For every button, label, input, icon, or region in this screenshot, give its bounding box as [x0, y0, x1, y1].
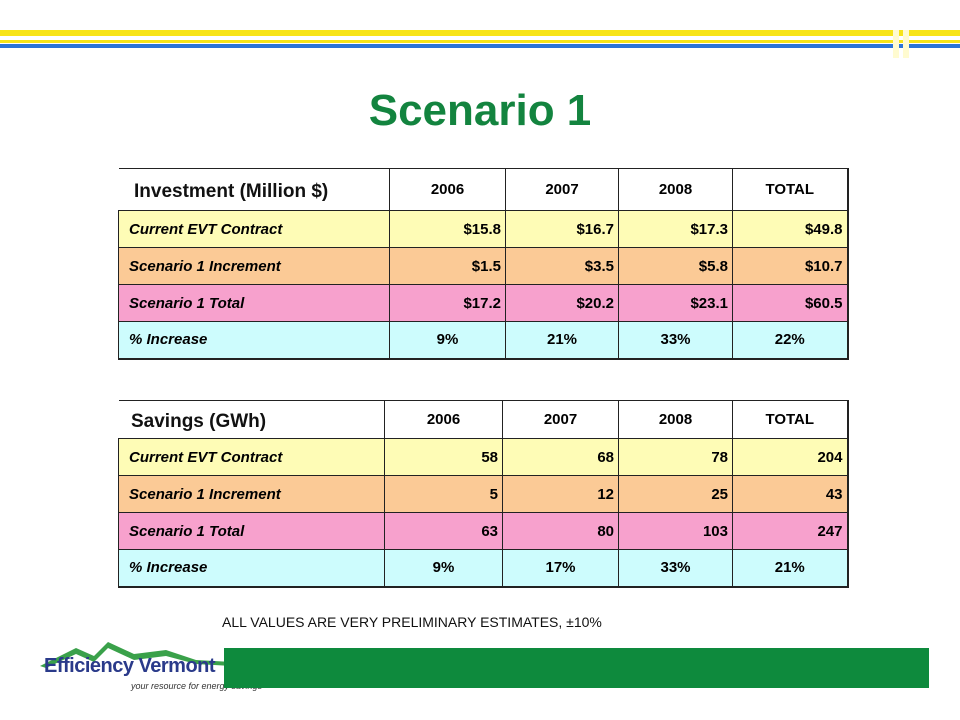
row-label: Scenario 1 Increment — [118, 247, 390, 285]
table-cell: 63 — [384, 512, 503, 550]
logo-tagline: your resource for energy savings — [131, 681, 263, 691]
table-cell: 204 — [732, 438, 849, 476]
table-cell: $1.5 — [389, 247, 506, 285]
column-header: 2008 — [618, 400, 733, 439]
column-header: TOTAL — [732, 168, 849, 211]
table-cell: $16.7 — [505, 210, 619, 248]
table-header-row: 2006 2007 2008 TOTAL — [118, 400, 849, 439]
row-label: % Increase — [118, 549, 385, 588]
table-row: Scenario 1 Increment $1.5 $3.5 $5.8 $10.… — [118, 247, 849, 285]
table-cell: $17.3 — [618, 210, 733, 248]
footer-green-bar — [224, 648, 929, 688]
column-header: TOTAL — [732, 400, 849, 439]
table-cell: 12 — [502, 475, 619, 513]
header-blank — [118, 168, 390, 211]
header-blank — [118, 400, 385, 439]
table-cell: 25 — [618, 475, 733, 513]
column-header: 2007 — [505, 168, 619, 211]
column-header: 2008 — [618, 168, 733, 211]
table-cell: 247 — [732, 512, 849, 550]
table-cell: 21% — [732, 549, 849, 588]
row-label: Current EVT Contract — [118, 210, 390, 248]
table-cell: $10.7 — [732, 247, 849, 285]
table-cell: $15.8 — [389, 210, 506, 248]
table-row: % Increase 9% 21% 33% 22% — [118, 321, 849, 360]
header-stripes — [0, 30, 960, 58]
table-cell: 5 — [384, 475, 503, 513]
column-header: 2007 — [502, 400, 619, 439]
table-cell: 58 — [384, 438, 503, 476]
table-cell: $20.2 — [505, 284, 619, 322]
table-header-row: 2006 2007 2008 TOTAL — [118, 168, 849, 211]
slide-title: Scenario 1 — [368, 86, 592, 135]
row-label: Scenario 1 Total — [118, 284, 390, 322]
table-cell: 33% — [618, 321, 733, 360]
table-row: Scenario 1 Total $17.2 $20.2 $23.1 $60.5 — [118, 284, 849, 322]
investment-table: 2006 2007 2008 TOTAL Current EVT Contrac… — [118, 168, 849, 360]
savings-table: 2006 2007 2008 TOTAL Current EVT Contrac… — [118, 400, 849, 588]
table-cell: 80 — [502, 512, 619, 550]
table-row: Current EVT Contract $15.8 $16.7 $17.3 $… — [118, 210, 849, 248]
table-cell: 68 — [502, 438, 619, 476]
row-label: % Increase — [118, 321, 390, 360]
column-header: 2006 — [389, 168, 506, 211]
table-cell: $49.8 — [732, 210, 849, 248]
table-cell: 103 — [618, 512, 733, 550]
table-cell: 78 — [618, 438, 733, 476]
row-label: Scenario 1 Increment — [118, 475, 385, 513]
table-cell: 9% — [384, 549, 503, 588]
table-cell: 33% — [618, 549, 733, 588]
table-cell: 43 — [732, 475, 849, 513]
row-label: Current EVT Contract — [118, 438, 385, 476]
row-label: Scenario 1 Total — [118, 512, 385, 550]
mountain-logo-icon — [40, 642, 232, 668]
table-cell: 9% — [389, 321, 506, 360]
table-cell: 21% — [505, 321, 619, 360]
table-row: Scenario 1 Total 63 80 103 247 — [118, 512, 849, 550]
table-row: % Increase 9% 17% 33% 21% — [118, 549, 849, 588]
table-row: Current EVT Contract 58 68 78 204 — [118, 438, 849, 476]
logo-name: Efficiency Vermont — [44, 655, 216, 677]
table-cell: $23.1 — [618, 284, 733, 322]
table-cell: $5.8 — [618, 247, 733, 285]
table-cell: $3.5 — [505, 247, 619, 285]
table-row: Scenario 1 Increment 5 12 25 43 — [118, 475, 849, 513]
preliminary-note: ALL VALUES ARE VERY PRELIMINARY ESTIMATE… — [222, 614, 602, 630]
column-header: 2006 — [384, 400, 503, 439]
table-cell: 22% — [732, 321, 849, 360]
table-cell: $60.5 — [732, 284, 849, 322]
table-cell: 17% — [502, 549, 619, 588]
table-cell: $17.2 — [389, 284, 506, 322]
